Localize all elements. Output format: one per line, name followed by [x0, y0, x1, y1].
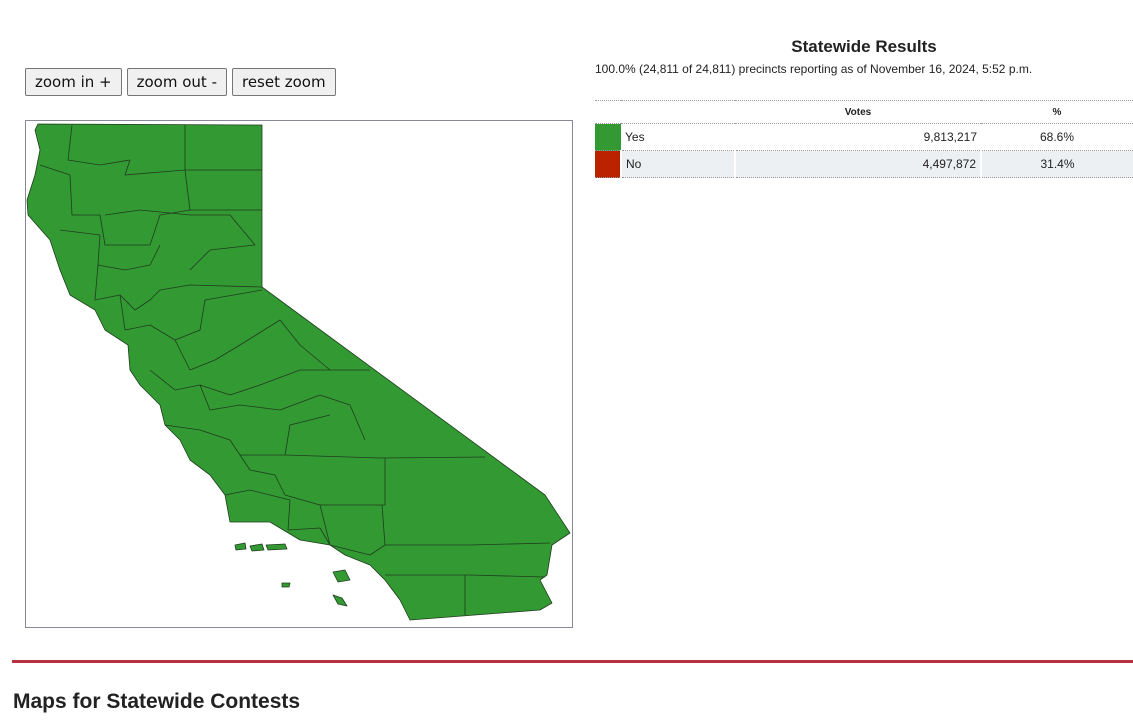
color-swatch [595, 150, 621, 178]
vote-count: 4,497,872 [734, 150, 981, 178]
vote-count: 9,813,217 [735, 123, 981, 151]
zoom-controls: zoom in + zoom out - reset zoom [25, 68, 336, 96]
county-lines [39, 124, 551, 615]
results-rows: Yes 9,813,217 68.6% No 4,497,872 31.4% [595, 123, 1133, 178]
reporting-status: 100.0% (24,811 of 24,811) precincts repo… [595, 62, 1033, 76]
votes-header: Votes [735, 100, 981, 124]
header-row: Votes % [595, 100, 1133, 124]
reset-zoom-button[interactable]: reset zoom [231, 68, 336, 96]
results-table: Votes % Yes 9,813,217 68.6% No 4,497,872 31.4… [595, 100, 1133, 178]
island [332, 594, 348, 607]
zoom-in-button[interactable]: zoom in + [25, 68, 122, 96]
island [234, 542, 247, 551]
zoom-out-button[interactable]: zoom out - [126, 68, 227, 96]
vote-percent: 31.4% [980, 150, 1133, 178]
island [281, 582, 291, 588]
island [265, 543, 288, 551]
result-row: No 4,497,872 31.4% [595, 150, 1133, 178]
header-cell [621, 100, 735, 124]
choice-name: Yes [621, 123, 735, 151]
color-swatch [595, 123, 621, 151]
results-title: Statewide Results [791, 37, 937, 56]
island [332, 569, 351, 583]
divider [12, 660, 1133, 663]
header-cell [595, 100, 621, 124]
result-row: Yes 9,813,217 68.6% [595, 123, 1133, 151]
choice-name: No [620, 150, 735, 178]
section-heading: Maps for Statewide Contests [13, 690, 301, 713]
island [249, 543, 265, 552]
vote-percent: 68.6% [981, 123, 1133, 151]
map-frame [25, 120, 573, 628]
percent-header: % [981, 100, 1133, 124]
map[interactable] [26, 121, 572, 627]
state-shape[interactable] [26, 123, 571, 621]
